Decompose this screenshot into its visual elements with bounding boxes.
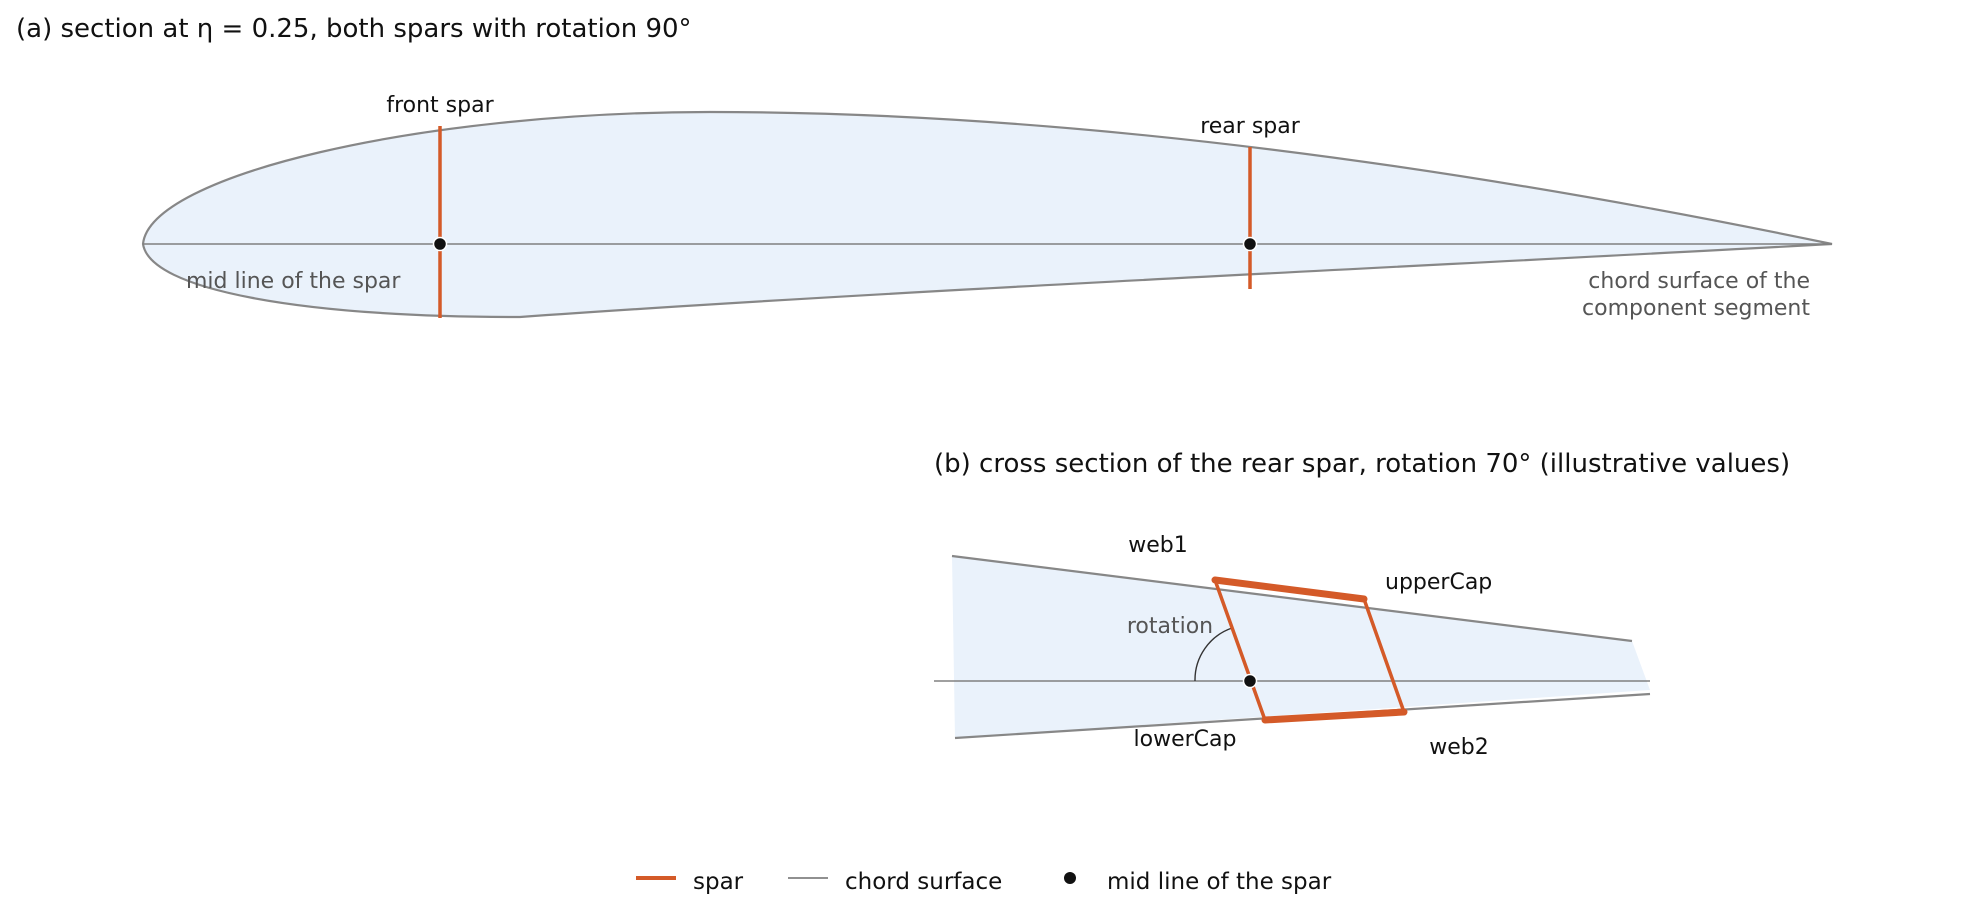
upper-cap-line — [1211, 576, 1368, 603]
rotation-arc — [1194, 627, 1233, 682]
legend: spar chord surface mid line of the spar — [636, 869, 1332, 895]
chord-surface-label-line1: chord surface of the — [1588, 269, 1810, 294]
lower-cap-label: lowerCap — [1134, 727, 1237, 752]
rear-spar-label: rear spar — [1200, 114, 1301, 139]
chord-surface-label-line2: component segment — [1582, 296, 1810, 321]
upper-cap-label: upperCap — [1385, 570, 1492, 595]
web1-line — [1213, 578, 1267, 722]
profile-segment — [952, 556, 1650, 738]
legend-item-spar: spar — [693, 869, 744, 895]
web2-label: web2 — [1429, 735, 1489, 760]
web1-label: web1 — [1128, 533, 1188, 558]
lower-cap-line — [1261, 708, 1408, 724]
front-spar-mid-point — [432, 236, 448, 252]
panel-a: (a) section at η = 0.25, both spars with… — [16, 14, 1833, 321]
rear-spar-mid-point-b — [1242, 673, 1258, 689]
mid-line-label: mid line of the spar — [186, 269, 401, 294]
rotation-label: rotation — [1127, 614, 1213, 639]
upper-surface-line — [951, 554, 1633, 643]
rear-spar-mid-point — [1242, 236, 1258, 252]
legend-item-chord-surface: chord surface — [845, 869, 1002, 895]
mid-line-dot-icon — [1064, 872, 1076, 884]
panel-b-title: (b) cross section of the rear spar, rota… — [934, 449, 1790, 479]
front-spar-label: front spar — [386, 93, 494, 118]
panel-a-title: (a) section at η = 0.25, both spars with… — [16, 14, 692, 44]
legend-item-mid-line: mid line of the spar — [1107, 869, 1332, 895]
web2-line — [1362, 597, 1406, 714]
panel-b: (b) cross section of the rear spar, rota… — [934, 449, 1790, 760]
